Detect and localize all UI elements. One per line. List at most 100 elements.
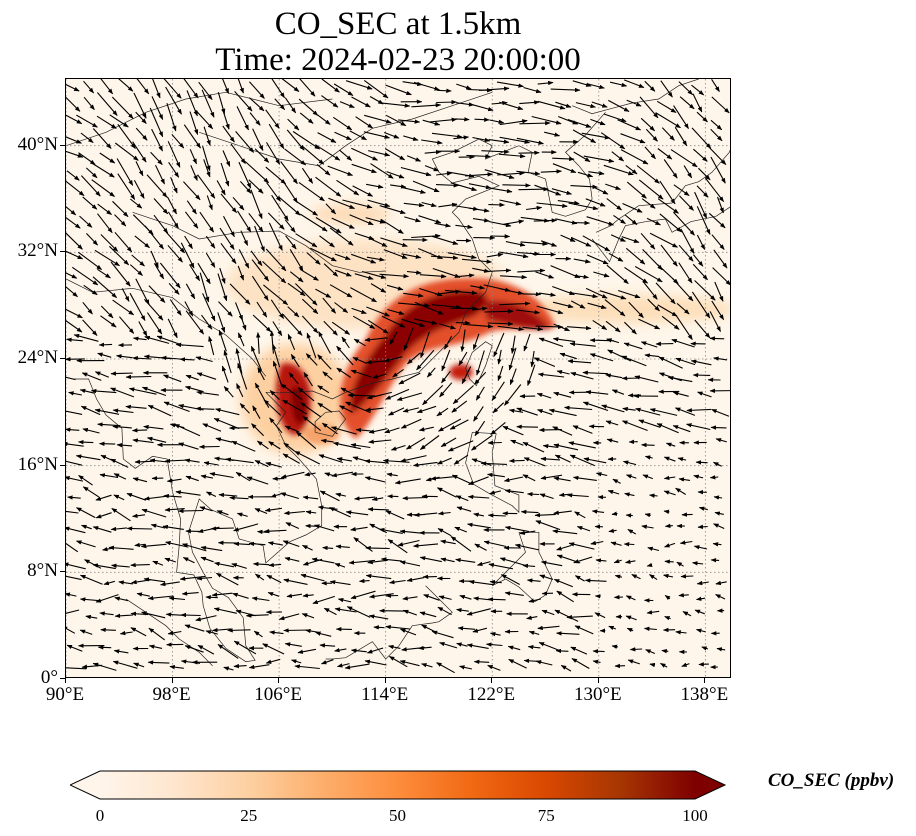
wind-vector (83, 80, 95, 94)
wind-vector (403, 327, 414, 351)
wind-vector (267, 591, 280, 597)
wind-vector (126, 526, 153, 531)
wind-vector (396, 392, 423, 401)
wind-vector (595, 558, 607, 563)
wind-vector (170, 176, 178, 194)
wind-vector (697, 524, 708, 530)
wind-vector (332, 441, 361, 450)
wind-vector (132, 438, 154, 444)
wind-vector (302, 544, 313, 551)
wind-vector (418, 426, 434, 432)
wind-vector (80, 175, 101, 197)
wind-vector (638, 179, 664, 200)
wind-vector (438, 202, 458, 208)
wind-vector (167, 630, 182, 636)
wind-vector (94, 371, 110, 378)
wind-vector (183, 79, 199, 99)
wind-vector (334, 253, 351, 261)
wind-vector (352, 356, 367, 364)
wind-vector (678, 593, 689, 598)
wind-vector (434, 222, 451, 228)
longitude-tick-mark (384, 678, 386, 683)
wind-vector (711, 300, 725, 321)
wind-vector (590, 118, 606, 126)
wind-vector (195, 109, 214, 130)
wind-vector (455, 273, 475, 278)
wind-vector (398, 302, 430, 308)
wind-vector (325, 203, 336, 215)
wind-vector (664, 615, 671, 621)
wind-vector (110, 387, 135, 398)
wind-vector (675, 357, 696, 366)
wind-vector (611, 389, 625, 395)
wind-vector (644, 80, 656, 92)
wind-vector (218, 329, 227, 352)
wind-vector (114, 596, 129, 602)
wind-vector (489, 119, 505, 124)
wind-vector (133, 92, 147, 119)
wind-vector (166, 196, 177, 215)
wind-vector (289, 271, 304, 283)
wind-vector (538, 641, 561, 652)
wind-vector (526, 578, 541, 583)
wind-vector (196, 372, 217, 380)
wind-vector (552, 301, 574, 309)
wind-vector (252, 405, 261, 419)
wind-vector (234, 91, 253, 112)
wind-vector (503, 476, 524, 483)
latitude-tick-label: 0° (40, 667, 58, 688)
wind-vector (317, 354, 332, 370)
wind-vector (116, 158, 134, 186)
wind-vector (554, 454, 571, 463)
wind-vector (336, 179, 360, 196)
wind-vector (322, 297, 337, 314)
wind-vector (335, 544, 350, 549)
wind-vector (386, 284, 404, 291)
wind-vector (601, 404, 625, 413)
wind-vector (82, 486, 100, 498)
wind-vector (508, 408, 524, 413)
wind-vector (540, 456, 561, 462)
coastline-segment (66, 91, 333, 147)
wind-vector (535, 324, 564, 330)
wind-vector (66, 170, 80, 181)
co-plume-shading (226, 204, 730, 454)
wind-vector (691, 291, 711, 319)
wind-vector (497, 325, 525, 332)
wind-vector (673, 105, 689, 130)
wind-vector (262, 643, 285, 655)
wind-vector (459, 594, 472, 600)
wind-vector (97, 645, 112, 650)
wind-vector (380, 557, 402, 562)
wind-vector (537, 80, 554, 86)
wind-vector (573, 556, 593, 564)
wind-vector (133, 662, 145, 668)
wind-vector (66, 441, 84, 447)
wind-vector (626, 627, 634, 633)
wind-vector (135, 127, 148, 141)
wind-vector (613, 214, 626, 225)
wind-vector (713, 356, 728, 361)
wind-vector (278, 613, 300, 621)
wind-vector (92, 128, 112, 149)
wind-vector (537, 625, 560, 631)
wind-vector (290, 659, 302, 664)
wind-vector (73, 333, 99, 342)
wind-vector (347, 393, 376, 398)
wind-vector (251, 596, 270, 602)
wind-vector (94, 408, 120, 415)
wind-vector (693, 148, 708, 162)
latitude-tick-mark (60, 358, 65, 359)
wind-vector (663, 159, 678, 179)
wind-vector (569, 454, 595, 467)
wind-vector (570, 184, 598, 190)
wind-vector (221, 365, 229, 383)
wind-vector (232, 592, 249, 599)
wind-vector (231, 563, 247, 569)
wind-vector (678, 244, 694, 262)
wind-vector (623, 79, 645, 89)
wind-vector (256, 301, 268, 318)
wind-vector (663, 475, 676, 481)
wind-vector (118, 316, 135, 334)
wind-vector (586, 254, 609, 265)
